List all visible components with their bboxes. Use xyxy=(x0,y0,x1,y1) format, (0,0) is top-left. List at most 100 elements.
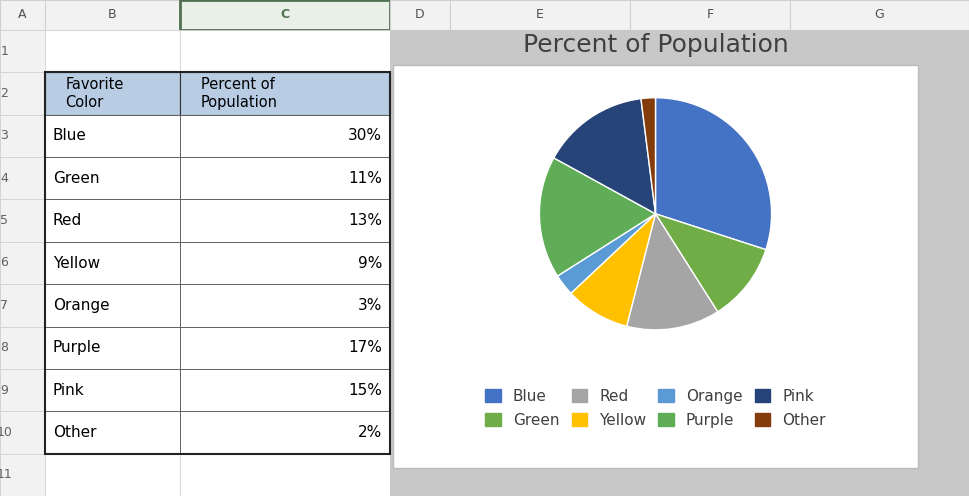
Bar xyxy=(45,326,180,369)
Bar xyxy=(450,454,630,496)
Bar xyxy=(45,284,180,326)
Text: 7: 7 xyxy=(1,299,9,312)
Bar xyxy=(180,454,390,496)
Bar xyxy=(45,0,180,30)
Bar xyxy=(180,157,390,199)
Bar xyxy=(630,369,790,411)
Legend: Blue, Green, Red, Yellow, Orange, Purple, Pink, Other: Blue, Green, Red, Yellow, Orange, Purple… xyxy=(480,383,831,434)
Bar xyxy=(630,115,790,157)
Text: 6: 6 xyxy=(1,256,9,269)
Bar xyxy=(180,0,390,30)
Bar xyxy=(0,284,45,326)
Text: 11: 11 xyxy=(0,468,13,481)
Bar xyxy=(45,242,180,284)
Bar xyxy=(45,72,390,454)
Text: 3: 3 xyxy=(1,129,9,142)
Text: E: E xyxy=(536,8,544,21)
Bar xyxy=(450,369,630,411)
Bar xyxy=(0,0,45,30)
Bar xyxy=(390,454,450,496)
Bar xyxy=(180,242,390,284)
Wedge shape xyxy=(557,214,655,293)
Bar xyxy=(790,115,969,157)
Text: G: G xyxy=(875,8,885,21)
Bar xyxy=(390,284,450,326)
Text: Orange: Orange xyxy=(53,298,109,313)
Bar xyxy=(630,284,790,326)
Bar xyxy=(45,199,180,242)
Bar xyxy=(45,157,180,199)
Bar xyxy=(630,326,790,369)
Bar xyxy=(790,284,969,326)
Wedge shape xyxy=(571,214,655,326)
Bar xyxy=(450,284,630,326)
Bar xyxy=(0,199,45,242)
Text: Purple: Purple xyxy=(53,340,102,355)
Bar xyxy=(390,72,450,115)
Text: 13%: 13% xyxy=(348,213,382,228)
Bar xyxy=(45,30,180,72)
Bar xyxy=(0,72,45,115)
Text: Color: Color xyxy=(65,95,104,111)
Bar xyxy=(45,369,180,411)
Bar xyxy=(0,326,45,369)
Bar xyxy=(180,326,390,369)
Text: 30%: 30% xyxy=(348,128,382,143)
Bar xyxy=(390,30,450,72)
Text: Pink: Pink xyxy=(53,382,84,398)
Wedge shape xyxy=(627,214,718,330)
Text: Population: Population xyxy=(201,95,278,111)
Bar xyxy=(450,326,630,369)
Bar xyxy=(0,454,45,496)
Bar xyxy=(180,30,390,72)
Bar xyxy=(45,369,180,411)
Text: 9: 9 xyxy=(1,383,9,397)
Wedge shape xyxy=(655,214,766,312)
Bar xyxy=(45,157,180,199)
Bar xyxy=(45,326,180,369)
Bar xyxy=(790,199,969,242)
Bar xyxy=(45,72,180,115)
Text: A: A xyxy=(18,8,27,21)
Wedge shape xyxy=(641,98,655,214)
Bar xyxy=(450,242,630,284)
Bar xyxy=(180,369,390,411)
Bar xyxy=(390,0,450,30)
Bar xyxy=(180,115,390,157)
Text: Yellow: Yellow xyxy=(53,255,100,270)
Bar xyxy=(390,326,450,369)
Text: 11%: 11% xyxy=(348,171,382,186)
Bar xyxy=(180,411,390,454)
Text: 3%: 3% xyxy=(358,298,382,313)
Bar xyxy=(180,199,390,242)
Text: Other: Other xyxy=(53,425,97,440)
Bar xyxy=(630,72,790,115)
Text: 5: 5 xyxy=(1,214,9,227)
Bar xyxy=(390,242,450,284)
Text: 2%: 2% xyxy=(358,425,382,440)
Bar xyxy=(450,157,630,199)
Text: Green: Green xyxy=(53,171,100,186)
Bar xyxy=(45,284,180,326)
Bar xyxy=(0,115,45,157)
Text: Favorite: Favorite xyxy=(65,77,124,92)
Bar xyxy=(180,284,390,326)
Bar xyxy=(0,411,45,454)
Bar xyxy=(630,30,790,72)
Text: Percent of: Percent of xyxy=(201,77,275,92)
Bar xyxy=(45,454,180,496)
Bar xyxy=(630,157,790,199)
Bar xyxy=(180,115,390,157)
Bar xyxy=(0,369,45,411)
Bar xyxy=(45,115,180,157)
Bar xyxy=(180,72,390,115)
Bar xyxy=(393,65,918,468)
Text: Red: Red xyxy=(53,213,82,228)
Text: Blue: Blue xyxy=(53,128,87,143)
Text: D: D xyxy=(415,8,424,21)
Bar xyxy=(790,30,969,72)
Text: 10: 10 xyxy=(0,426,13,439)
Bar xyxy=(180,157,390,199)
Bar xyxy=(450,30,630,72)
Bar xyxy=(45,199,180,242)
